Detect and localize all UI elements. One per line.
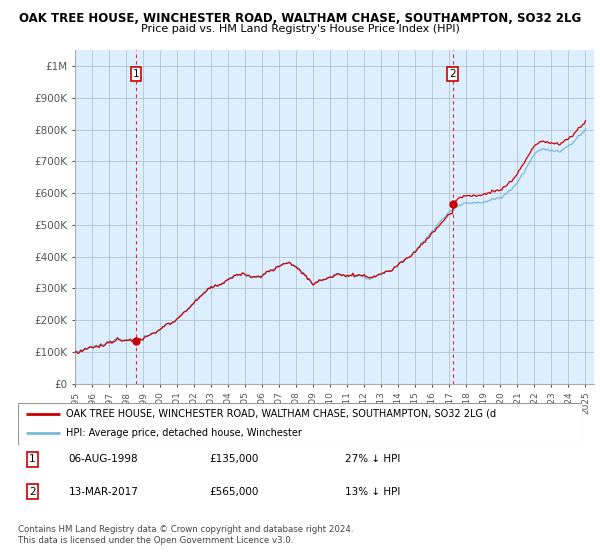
Text: Contains HM Land Registry data © Crown copyright and database right 2024.
This d: Contains HM Land Registry data © Crown c…: [18, 525, 353, 545]
Text: OAK TREE HOUSE, WINCHESTER ROAD, WALTHAM CHASE, SOUTHAMPTON, SO32 2LG: OAK TREE HOUSE, WINCHESTER ROAD, WALTHAM…: [19, 12, 581, 25]
Text: Price paid vs. HM Land Registry's House Price Index (HPI): Price paid vs. HM Land Registry's House …: [140, 24, 460, 34]
Text: OAK TREE HOUSE, WINCHESTER ROAD, WALTHAM CHASE, SOUTHAMPTON, SO32 2LG (d: OAK TREE HOUSE, WINCHESTER ROAD, WALTHAM…: [66, 409, 496, 419]
Text: 27% ↓ HPI: 27% ↓ HPI: [345, 454, 400, 464]
Text: 13% ↓ HPI: 13% ↓ HPI: [345, 487, 400, 497]
Text: 1: 1: [29, 454, 36, 464]
Text: 06-AUG-1998: 06-AUG-1998: [69, 454, 139, 464]
Text: HPI: Average price, detached house, Winchester: HPI: Average price, detached house, Winc…: [66, 428, 302, 438]
Text: £565,000: £565,000: [210, 487, 259, 497]
Text: £135,000: £135,000: [210, 454, 259, 464]
Text: 1: 1: [133, 69, 139, 79]
Text: 2: 2: [449, 69, 456, 79]
Text: 13-MAR-2017: 13-MAR-2017: [69, 487, 139, 497]
Text: 2: 2: [29, 487, 36, 497]
FancyBboxPatch shape: [18, 403, 582, 445]
